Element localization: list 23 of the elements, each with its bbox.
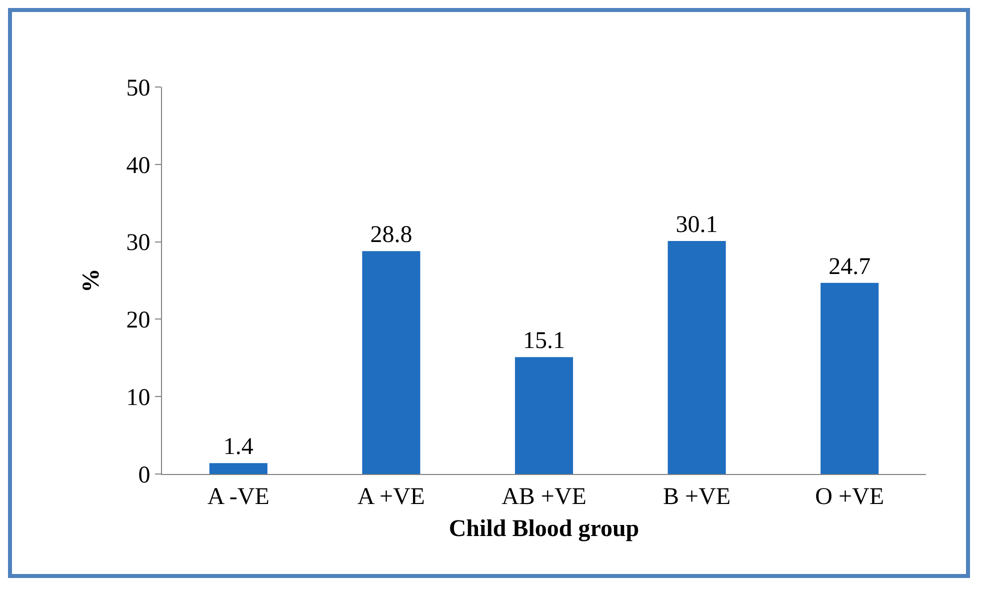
y-tick-label: 50 — [126, 75, 150, 102]
data-label: 15.1 — [523, 328, 565, 354]
bar — [514, 357, 574, 474]
y-axis-title: % — [78, 268, 104, 292]
bar — [209, 463, 268, 474]
y-tick-label: 20 — [126, 308, 150, 334]
bar — [362, 251, 420, 474]
y-tick-label: 0 — [138, 462, 150, 488]
x-tick-label: B +VE — [663, 484, 731, 510]
bar — [668, 241, 726, 474]
y-tick-label: 10 — [126, 385, 150, 411]
bar — [820, 282, 879, 474]
data-label: 24.7 — [828, 254, 871, 280]
data-label: 1.4 — [223, 434, 254, 460]
x-tick-label: A -VE — [207, 484, 270, 510]
x-tick-label: AB +VE — [502, 484, 586, 510]
x-tick-label: A +VE — [357, 484, 425, 510]
data-label: 28.8 — [370, 222, 412, 248]
y-tick-label: 30 — [126, 230, 150, 256]
y-tick-label: 40 — [126, 152, 150, 179]
x-tick-label: O +VE — [815, 484, 884, 510]
x-axis-title: Child Blood group — [448, 516, 640, 542]
data-label: 30.1 — [676, 212, 718, 238]
